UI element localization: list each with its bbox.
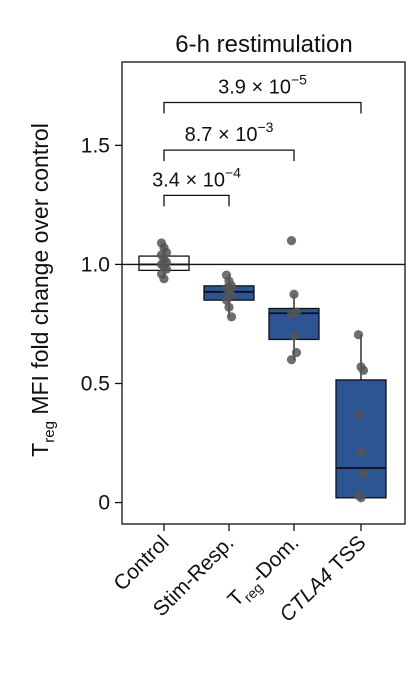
y-tick-label: 0.5 <box>81 372 110 395</box>
data-point <box>356 493 366 503</box>
data-point <box>286 309 297 320</box>
data-point <box>353 330 364 340</box>
data-point <box>358 365 369 375</box>
y-tick-label: 1.0 <box>81 253 110 276</box>
boxes-layer <box>138 242 387 501</box>
significance-brackets: 3.4 × 10−4 8.7 × 10−3 3.9 × 10−5 <box>152 71 362 207</box>
plot-frame <box>121 61 406 525</box>
y-tick-label: 1.5 <box>81 134 110 157</box>
data-point <box>224 302 234 312</box>
category-label: Control <box>109 531 173 595</box>
p-value-label: 3.9 × 10−5 <box>218 71 307 98</box>
significance-bracket <box>163 149 295 162</box>
data-point <box>286 236 297 246</box>
p-value-label: 8.7 × 10−3 <box>185 119 274 146</box>
data-point <box>159 274 169 284</box>
data-point <box>356 447 366 458</box>
data-point <box>353 409 364 420</box>
y-tick-label: 0 <box>98 492 110 515</box>
chart-title: 6-h restimulation <box>175 31 352 58</box>
points-layer <box>156 236 369 503</box>
significance-bracket <box>163 194 230 207</box>
data-point <box>358 469 369 479</box>
significance-bracket <box>163 101 362 114</box>
data-point <box>286 355 297 365</box>
data-point <box>291 347 302 358</box>
data-point <box>226 312 237 322</box>
data-point <box>289 331 299 341</box>
axis-labels: Treg MFI fold change over control Control… <box>27 123 371 626</box>
plot-axes: 0 0.5 1.0 1.5 <box>81 61 406 531</box>
y-axis-label: Treg MFI fold change over control <box>27 123 58 457</box>
data-point <box>289 289 299 299</box>
p-value-label: 3.4 × 10−4 <box>152 164 241 191</box>
box-body <box>335 379 387 499</box>
data-point <box>221 295 232 305</box>
